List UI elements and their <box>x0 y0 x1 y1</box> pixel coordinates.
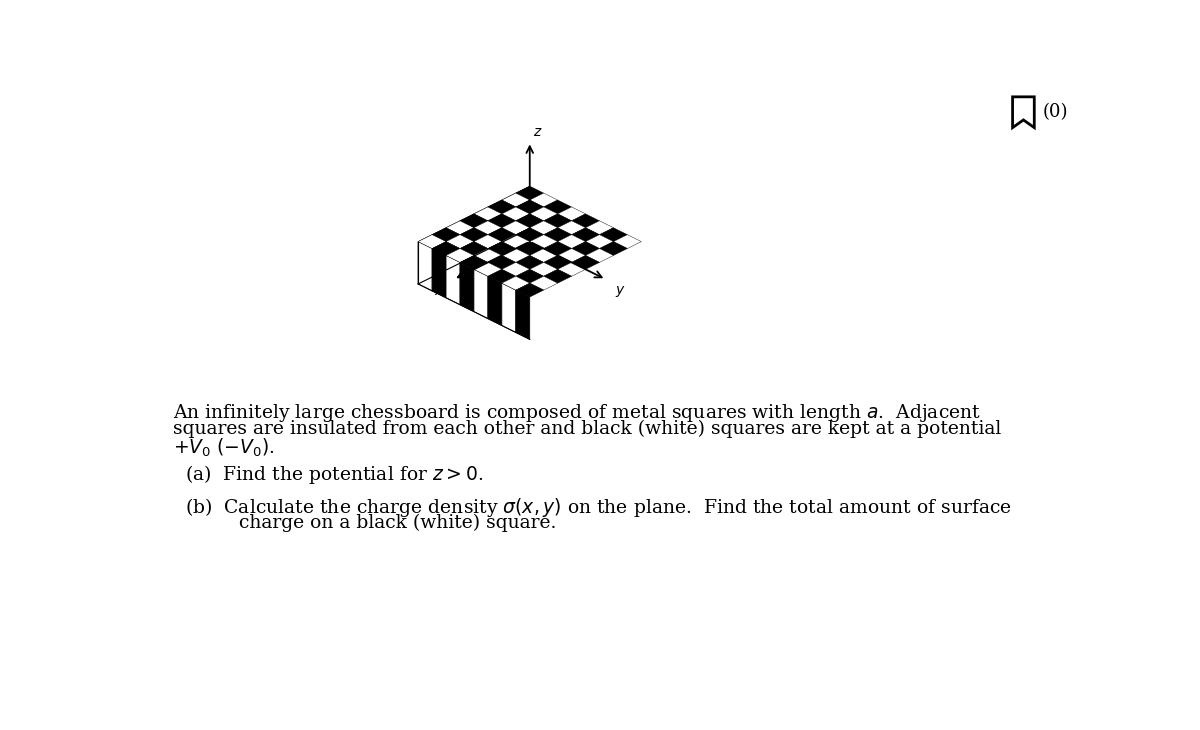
Polygon shape <box>446 234 474 248</box>
Polygon shape <box>558 207 586 220</box>
Polygon shape <box>432 248 446 298</box>
Polygon shape <box>516 214 544 228</box>
Polygon shape <box>600 242 628 256</box>
Text: (0): (0) <box>1043 103 1068 121</box>
Polygon shape <box>516 283 544 297</box>
Polygon shape <box>432 242 460 256</box>
Polygon shape <box>474 234 502 248</box>
Polygon shape <box>474 262 502 276</box>
Polygon shape <box>474 220 502 234</box>
Polygon shape <box>516 255 544 269</box>
Polygon shape <box>488 200 516 214</box>
Polygon shape <box>529 207 558 220</box>
Text: $y$: $y$ <box>616 284 626 299</box>
Polygon shape <box>516 186 529 236</box>
Polygon shape <box>418 234 432 284</box>
Polygon shape <box>516 200 544 214</box>
Polygon shape <box>502 248 529 262</box>
Polygon shape <box>474 269 488 318</box>
Polygon shape <box>558 248 586 262</box>
Polygon shape <box>516 269 544 283</box>
Polygon shape <box>529 262 558 276</box>
Polygon shape <box>460 262 474 312</box>
Polygon shape <box>544 242 571 256</box>
Polygon shape <box>502 193 516 242</box>
Polygon shape <box>586 220 613 234</box>
Polygon shape <box>460 214 488 228</box>
Polygon shape <box>516 228 544 242</box>
Polygon shape <box>432 228 446 277</box>
Polygon shape <box>571 242 600 256</box>
Polygon shape <box>558 234 586 248</box>
Polygon shape <box>502 220 529 234</box>
Polygon shape <box>488 255 516 269</box>
Polygon shape <box>529 220 558 234</box>
Polygon shape <box>446 220 474 234</box>
Polygon shape <box>544 214 571 228</box>
Polygon shape <box>432 228 460 242</box>
Polygon shape <box>600 228 628 242</box>
Polygon shape <box>571 255 600 269</box>
Polygon shape <box>544 200 571 214</box>
Text: $x$: $x$ <box>433 284 444 298</box>
Polygon shape <box>502 193 529 207</box>
Polygon shape <box>460 214 474 263</box>
Polygon shape <box>488 200 502 250</box>
Polygon shape <box>474 207 502 220</box>
Text: squares are insulated from each other and black (white) squares are kept at a po: squares are insulated from each other an… <box>173 420 1002 438</box>
Polygon shape <box>488 228 516 242</box>
Polygon shape <box>558 220 586 234</box>
Polygon shape <box>446 220 460 270</box>
Polygon shape <box>529 193 558 207</box>
Polygon shape <box>529 234 558 248</box>
Polygon shape <box>544 228 571 242</box>
Polygon shape <box>502 234 529 248</box>
Polygon shape <box>571 214 600 228</box>
Polygon shape <box>488 276 502 326</box>
Text: (a)  Find the potential for $z > 0$.: (a) Find the potential for $z > 0$. <box>185 464 484 486</box>
Polygon shape <box>558 262 586 276</box>
Text: $z$: $z$ <box>533 125 542 139</box>
Polygon shape <box>446 255 460 304</box>
Polygon shape <box>418 234 446 248</box>
Polygon shape <box>516 186 544 200</box>
Polygon shape <box>502 276 529 290</box>
Text: An infinitely large chessboard is composed of metal squares with length $a$.  Ad: An infinitely large chessboard is compos… <box>173 402 982 423</box>
Polygon shape <box>502 207 529 220</box>
Text: (b)  Calculate the charge density $\sigma(x, y)$ on the plane.  Find the total a: (b) Calculate the charge density $\sigma… <box>185 496 1012 519</box>
Polygon shape <box>544 255 571 269</box>
Polygon shape <box>544 269 571 283</box>
Polygon shape <box>613 234 641 248</box>
Text: $+V_0$ $(-V_0)$.: $+V_0$ $(-V_0)$. <box>173 437 275 459</box>
Polygon shape <box>502 283 516 332</box>
Polygon shape <box>529 248 558 262</box>
Polygon shape <box>460 228 488 242</box>
Polygon shape <box>571 228 600 242</box>
Polygon shape <box>418 242 432 291</box>
Polygon shape <box>529 276 558 290</box>
Polygon shape <box>474 248 502 262</box>
Polygon shape <box>516 290 529 339</box>
Polygon shape <box>488 269 516 283</box>
Text: charge on a black (white) square.: charge on a black (white) square. <box>203 513 556 531</box>
Polygon shape <box>488 242 516 256</box>
Polygon shape <box>488 214 516 228</box>
Polygon shape <box>586 234 613 248</box>
Polygon shape <box>516 242 544 256</box>
Polygon shape <box>460 255 488 269</box>
Polygon shape <box>474 207 488 256</box>
Polygon shape <box>460 242 488 256</box>
Polygon shape <box>446 248 474 262</box>
Polygon shape <box>502 262 529 276</box>
Polygon shape <box>586 248 613 262</box>
